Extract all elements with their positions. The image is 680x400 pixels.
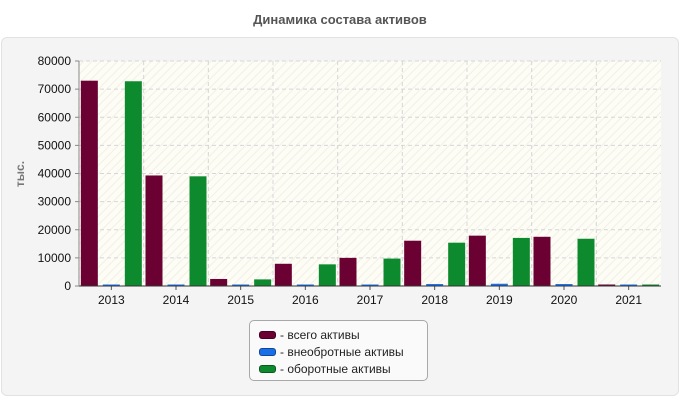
legend-swatch-current bbox=[259, 364, 276, 373]
bar-total-2016 bbox=[274, 263, 292, 286]
bar-noncurrent-2020 bbox=[555, 284, 573, 286]
bar-noncurrent-2018 bbox=[426, 284, 444, 286]
legend-label-current: - оборотные активы bbox=[280, 361, 391, 376]
bar-noncurrent-2015 bbox=[232, 284, 250, 286]
y-tick-label: 10000 bbox=[38, 251, 72, 265]
x-tick-label: 2020 bbox=[551, 293, 578, 307]
y-tick-label: 60000 bbox=[38, 110, 72, 124]
legend-label-noncurrent: - внеобротные активы bbox=[280, 344, 404, 359]
legend-item-noncurrent: - внеобротные активы bbox=[250, 343, 427, 360]
bar-total-2015 bbox=[210, 278, 228, 286]
x-tick-label: 2019 bbox=[486, 293, 513, 307]
bar-total-2014 bbox=[145, 175, 163, 286]
x-tick-label: 2013 bbox=[98, 293, 125, 307]
legend: - всего активы - внеобротные активы - об… bbox=[249, 320, 428, 381]
legend-item-total: - всего активы bbox=[250, 326, 427, 343]
x-tick-label: 2016 bbox=[292, 293, 319, 307]
bar-noncurrent-2021 bbox=[620, 284, 638, 286]
bar-current-2019 bbox=[512, 237, 530, 286]
bar-current-2021 bbox=[642, 284, 660, 286]
y-tick-label: 0 bbox=[64, 279, 71, 293]
bar-total-2020 bbox=[533, 236, 551, 286]
bar-total-2018 bbox=[404, 240, 422, 286]
bar-noncurrent-2019 bbox=[490, 283, 508, 286]
bar-current-2015 bbox=[254, 279, 272, 286]
y-tick-label: 20000 bbox=[38, 223, 72, 237]
bar-noncurrent-2013 bbox=[102, 284, 120, 286]
y-tick-label: 70000 bbox=[38, 82, 72, 96]
legend-label-total: - всего активы bbox=[280, 327, 360, 342]
x-tick-label: 2017 bbox=[357, 293, 384, 307]
y-axis-ticks: 0 10000 20000 30000 40000 50000 60000 70000 8000… bbox=[38, 54, 79, 293]
bar-total-2013 bbox=[80, 80, 98, 286]
bar-current-2014 bbox=[189, 176, 207, 286]
bar-current-2018 bbox=[448, 242, 466, 286]
y-tick-label: 30000 bbox=[38, 195, 72, 209]
legend-item-current: - оборотные активы bbox=[250, 360, 427, 377]
bar-total-2021 bbox=[598, 284, 616, 286]
x-tick-label: 2014 bbox=[163, 293, 190, 307]
bar-current-2013 bbox=[124, 81, 142, 286]
y-tick-label: 80000 bbox=[38, 54, 72, 68]
bar-current-2016 bbox=[318, 264, 336, 286]
bar-current-2017 bbox=[383, 258, 401, 286]
bar-total-2019 bbox=[468, 235, 486, 286]
bar-total-2017 bbox=[339, 257, 357, 286]
bar-noncurrent-2014 bbox=[167, 284, 185, 286]
bar-noncurrent-2016 bbox=[296, 284, 314, 286]
x-tick-label: 2018 bbox=[421, 293, 448, 307]
y-tick-label: 40000 bbox=[38, 167, 72, 181]
grid-lines bbox=[79, 60, 661, 286]
bar-current-2020 bbox=[577, 238, 595, 286]
chart-title: Динамика состава активов bbox=[253, 12, 427, 27]
y-tick-label: 50000 bbox=[38, 138, 72, 152]
legend-swatch-noncurrent bbox=[259, 347, 276, 356]
x-axis-ticks: 2013 2014 2015 2016 2017 2018 2019 2020 2021 bbox=[98, 286, 642, 307]
x-tick-label: 2015 bbox=[227, 293, 254, 307]
x-tick-label: 2021 bbox=[615, 293, 642, 307]
legend-swatch-total bbox=[259, 330, 276, 339]
y-axis-label: тыс. bbox=[13, 161, 27, 187]
bar-noncurrent-2017 bbox=[361, 284, 379, 286]
bars bbox=[80, 80, 660, 286]
